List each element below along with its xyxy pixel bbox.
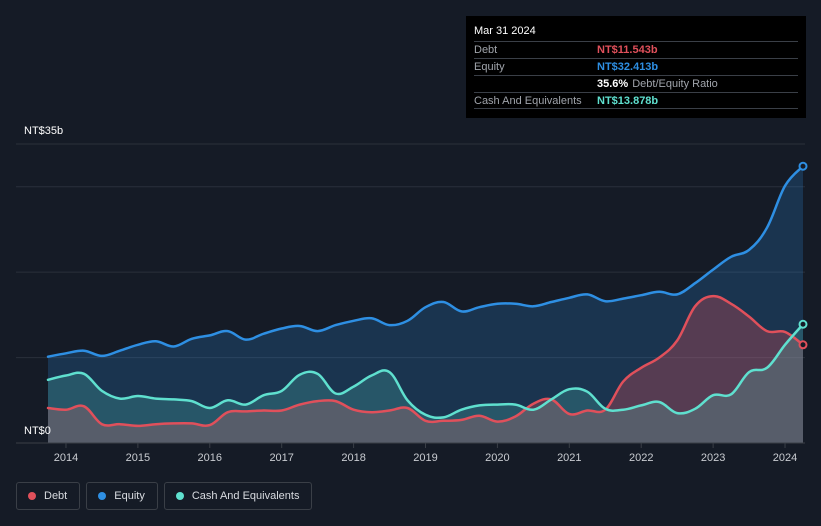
x-axis-ticks: 2014 2015 2016 2017 2018 2019 2020 2021 2022 2023… bbox=[54, 443, 797, 464]
legend-item-cash[interactable]: Cash And Equivalents bbox=[163, 482, 313, 510]
equity-endpoint bbox=[798, 161, 808, 171]
tooltip-cash-label: Cash And Equivalents bbox=[474, 95, 582, 107]
legend-item-debt[interactable]: Debt bbox=[16, 482, 81, 510]
tooltip-debt-label: Debt bbox=[474, 44, 498, 56]
x-tick-label: 2015 bbox=[126, 452, 150, 464]
cash-line bbox=[46, 323, 805, 420]
x-tick-label: 2023 bbox=[701, 452, 725, 464]
tooltip-row-ratio: 35.6% Debt/Equity Ratio bbox=[474, 75, 798, 92]
series-lines bbox=[46, 164, 805, 428]
legend-item-equity[interactable]: Equity bbox=[86, 482, 158, 510]
tooltip-date: Mar 31 2024 bbox=[474, 25, 536, 37]
tooltip-equity-value: NT$32.413b bbox=[597, 61, 659, 73]
gridlines bbox=[16, 143, 805, 359]
y-axis-ticks: NT$35b NT$0 bbox=[24, 125, 63, 437]
tooltip-ratio-label: Debt/Equity Ratio bbox=[632, 78, 718, 90]
tooltip-debt-value: NT$11.543b bbox=[597, 44, 658, 56]
x-tick-label: 2024 bbox=[773, 452, 797, 464]
tooltip-row-equity: Equity NT$32.413b bbox=[474, 58, 798, 75]
x-tick-label: 2017 bbox=[269, 452, 293, 464]
legend-label-cash: Cash And Equivalents bbox=[191, 490, 300, 502]
y-tick-label: NT$0 bbox=[24, 425, 51, 437]
x-tick-label: 2014 bbox=[54, 452, 78, 464]
x-tick-label: 2018 bbox=[341, 452, 365, 464]
debt-dot-icon bbox=[28, 492, 36, 500]
tooltip-row-debt: Debt NT$11.543b bbox=[474, 41, 798, 58]
y-tick-label: NT$35b bbox=[24, 125, 63, 137]
tooltip-ratio-spacer bbox=[474, 76, 597, 92]
x-tick-label: 2019 bbox=[413, 452, 437, 464]
chart-legend: Debt Equity Cash And Equivalents bbox=[16, 482, 318, 510]
equity-area bbox=[48, 166, 803, 443]
equity-dot-icon bbox=[98, 492, 107, 500]
tooltip-equity-label: Equity bbox=[474, 61, 505, 73]
legend-label-equity: Equity bbox=[114, 490, 145, 502]
series-endpoints bbox=[798, 161, 808, 350]
cash-dot-icon bbox=[175, 492, 184, 500]
x-tick-label: 2016 bbox=[198, 452, 222, 464]
debt-endpoint bbox=[798, 340, 808, 350]
tooltip-cash-value: NT$13.878b bbox=[597, 95, 659, 107]
series-areas bbox=[48, 166, 803, 443]
cash-area bbox=[48, 324, 803, 443]
tooltip-row-cash: Cash And Equivalents NT$13.878b bbox=[474, 92, 798, 109]
x-tick-label: 2022 bbox=[629, 452, 653, 464]
x-tick-label: 2020 bbox=[485, 452, 509, 464]
x-tick-label: 2021 bbox=[557, 452, 581, 464]
equity-line bbox=[46, 164, 805, 358]
cash-endpoint bbox=[798, 319, 808, 329]
debt-area bbox=[48, 296, 803, 443]
hover-tooltip: Mar 31 2024 Debt NT$11.543b Equity NT$32… bbox=[466, 16, 806, 118]
debt-line bbox=[46, 294, 805, 428]
legend-label-debt: Debt bbox=[44, 490, 68, 502]
tooltip-ratio-value: 35.6% bbox=[597, 78, 629, 90]
